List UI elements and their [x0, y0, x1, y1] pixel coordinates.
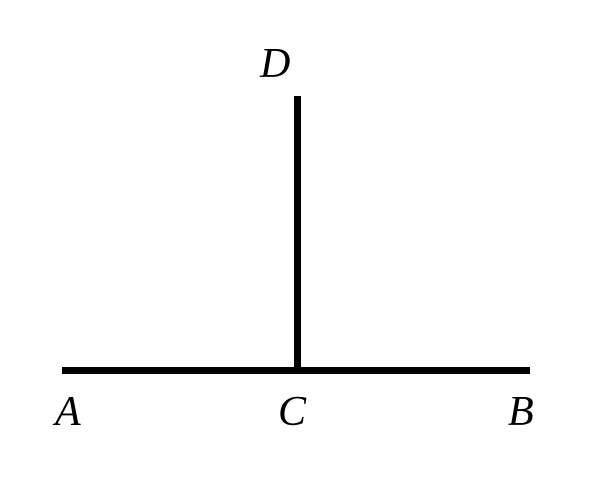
geometry-diagram: D A C B	[0, 0, 600, 501]
line-cd	[294, 96, 301, 374]
label-b: B	[508, 388, 534, 436]
label-a: A	[55, 388, 81, 436]
label-c: C	[278, 388, 306, 436]
label-d: D	[260, 40, 290, 88]
